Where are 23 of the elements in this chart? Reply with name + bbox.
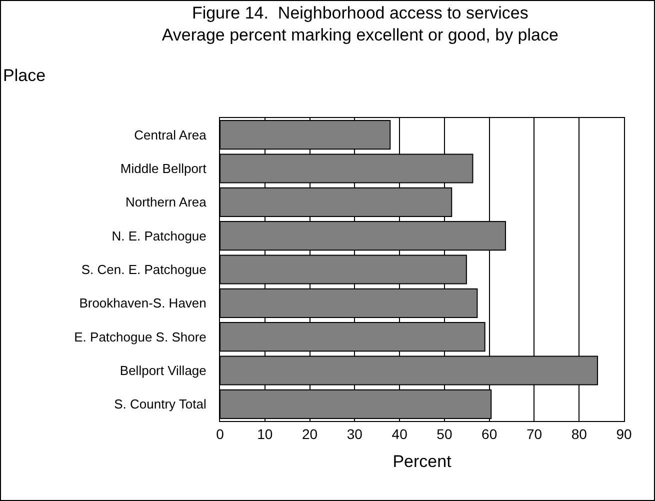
x-tick-label: 70 (526, 426, 542, 442)
y-tick-label: Middle Bellport (120, 161, 207, 176)
x-axis-title: Percent (392, 452, 452, 472)
y-tick-label: S. Cen. E. Patchogue (81, 262, 206, 278)
y-axis-title: Place (3, 66, 46, 85)
x-tick-label: 30 (346, 426, 363, 442)
y-tick-label: S. Country Total (114, 396, 206, 412)
chart-subtitle: Average percent marking excellent or good, by place (162, 26, 558, 45)
y-tick-label: Bellport Village (120, 363, 206, 378)
y-tick-label: N. E. Patchogue (112, 228, 206, 244)
x-tick-label: 10 (257, 426, 273, 442)
x-tick-label: 20 (302, 426, 318, 442)
y-tick-label: Brookhaven-S. Haven (79, 296, 206, 311)
x-tick-label: 50 (436, 426, 452, 442)
x-tick-label: 40 (392, 426, 408, 442)
y-tick-label: Central Area (134, 127, 208, 142)
x-tick-label: 80 (571, 426, 588, 442)
y-tick-label: E. Patchogue S. Shore (74, 329, 206, 344)
x-tick-label: 60 (482, 426, 498, 442)
y-tick-label: Northern Area (125, 194, 208, 210)
chart-title: Figure 14. Neighborhood access to services (192, 3, 528, 22)
x-tick-label: 0 (216, 426, 224, 442)
x-tick-label: 90 (616, 426, 632, 442)
